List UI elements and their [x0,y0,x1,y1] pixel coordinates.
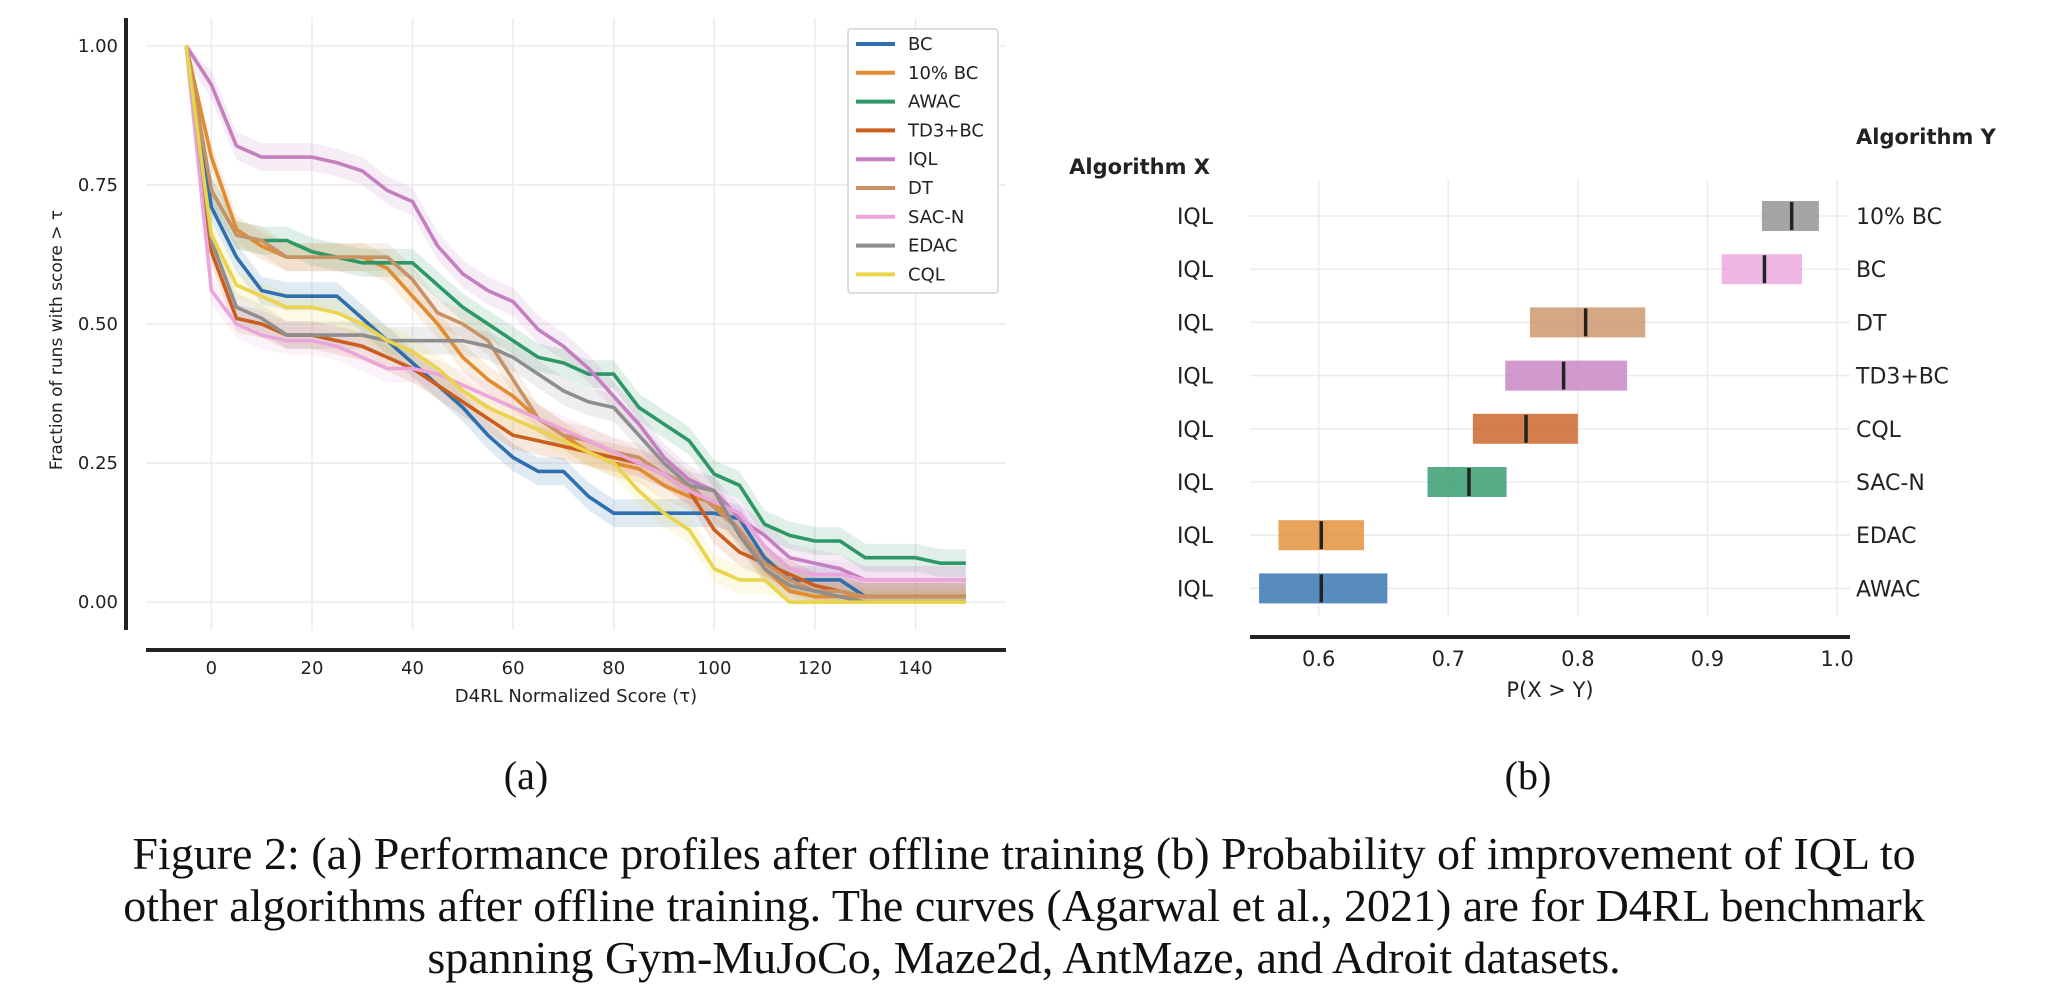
legend-label-sac-n: SAC-N [908,207,964,228]
legend-label-cql: CQL [908,264,945,285]
y-tick-label: 0.25 [78,453,118,474]
caption-line-3: spanning Gym-MuJoCo, Maze2d, AntMaze, an… [427,932,1621,983]
caption-line-1: Figure 2: (a) Performance profiles after… [132,828,1916,879]
algorithm-x-label: IQL [1177,311,1214,336]
x-tick-label: 80 [602,658,625,679]
algorithm-y-label-10pct-bc: 10% BC [1856,205,1942,230]
x-tick-label: 0 [206,658,217,679]
x-tick-label: 40 [401,658,424,679]
interval-bar-sac-n [1427,467,1507,497]
algorithm-x-label: IQL [1177,258,1214,283]
algorithm-y-label-bc: BC [1856,258,1886,283]
algorithm-y-label-cql: CQL [1856,418,1902,443]
interval-bar-bc [1721,254,1803,285]
legend-label-awac: AWAC [908,92,961,113]
series-line-edac [184,45,966,605]
x-axis-label-a: D4RL Normalized Score (τ) [455,686,697,707]
legend-label-dt: DT [908,178,934,199]
x-tick-label: 140 [898,658,932,679]
algorithm-x-label: IQL [1177,524,1214,549]
algorithm-x-label: IQL [1177,471,1214,496]
algorithm-y-label-awac: AWAC [1856,577,1920,602]
series-line-dt [184,45,966,599]
series-line-bc [184,45,966,599]
legend-box [847,28,999,294]
band-bc [186,45,966,603]
series-line-awac [184,45,966,566]
grid-b [1250,180,1850,616]
legend-label-td3plusbc: TD3+BC [907,120,984,141]
x-tick-label: 0.7 [1432,647,1465,671]
algorithm-x-label: IQL [1177,577,1214,602]
series-line-cql [184,45,966,605]
x-tick-label: 60 [502,658,525,679]
probability-of-improvement-chart: 0.6 0.7 0.8 0.9 1.0 IQL 10% BC IQL BC IQL DT IQL TD… [1069,125,1996,798]
x-tick-labels-b: 0.6 0.7 0.8 0.9 1.0 [1302,647,1854,671]
series-line-sac-n [184,45,966,582]
x-tick-label: 20 [301,658,324,679]
x-tick-label: 100 [697,658,731,679]
x-tick-label: 0.6 [1302,647,1335,671]
x-tick-label: 0.9 [1691,647,1724,671]
caption-line-2: other algorithms after offline training.… [123,880,1925,931]
algorithm-y-label-edac: EDAC [1856,524,1916,549]
series-lines [184,44,966,605]
figure-caption: Figure 2: (a) Performance profiles after… [20,828,2028,984]
band-cql [186,45,966,603]
band-iql [186,45,966,594]
algorithm-x-label: IQL [1177,418,1214,443]
y-tick-label: 0.75 [78,175,118,196]
algorithm-x-label: IQL [1177,365,1214,390]
band-edac [186,45,966,603]
interval-bar-awac [1259,573,1388,604]
algorithm-y-label-dt: DT [1856,311,1887,336]
confidence-bands [186,45,966,603]
y-tick-label: 0.00 [78,592,118,613]
legend-label-edac: EDAC [908,236,957,257]
y-tick-label: 1.00 [78,36,118,57]
series-line-iql [184,44,966,582]
panel-label-b: (b) [1505,753,1552,798]
algorithm-x-header: Algorithm X [1069,155,1210,179]
row-labels: IQL 10% BC IQL BC IQL DT IQL TD3+BC IQL CQL IQL SAC… [1177,205,1949,602]
interval-bar-td3plusbc [1505,360,1628,391]
y-tick-label: 0.50 [78,314,118,335]
x-tick-label: 1.0 [1820,647,1853,671]
x-tick-label: 0.8 [1561,647,1594,671]
legend: BC 10% BC AWAC TD3+BC IQL DT SAC-N EDAC CQL [847,28,999,294]
interval-bars [1259,201,1819,604]
legend-label-iql: IQL [908,149,938,170]
performance-profile-chart: 0 20 40 60 80 100 120 140 0.000.250.500.751.00 … [47,18,1006,798]
y-tick-labels-a: 0.00 0.25 0.50 0.75 1.00 [78,36,118,613]
algorithm-x-label: IQL [1177,205,1214,230]
interval-bar-dt [1529,307,1646,338]
legend-label-bc: BC [908,34,933,55]
x-tick-label: 120 [798,658,832,679]
algorithm-y-label-sac-n: SAC-N [1856,471,1925,496]
algorithm-y-label-td3plusbc: TD3+BC [1855,365,1949,390]
x-axis-label-b: P(X > Y) [1506,678,1593,702]
y-axis-label-a: Fraction of runs with score > τ [47,210,67,470]
x-tick-labels-a: 0 20 40 60 80 100 120 140 [206,658,933,679]
legend-label-10pct-bc: 10% BC [908,63,978,84]
panel-label-a: (a) [504,753,548,798]
algorithm-y-header: Algorithm Y [1856,125,1997,149]
